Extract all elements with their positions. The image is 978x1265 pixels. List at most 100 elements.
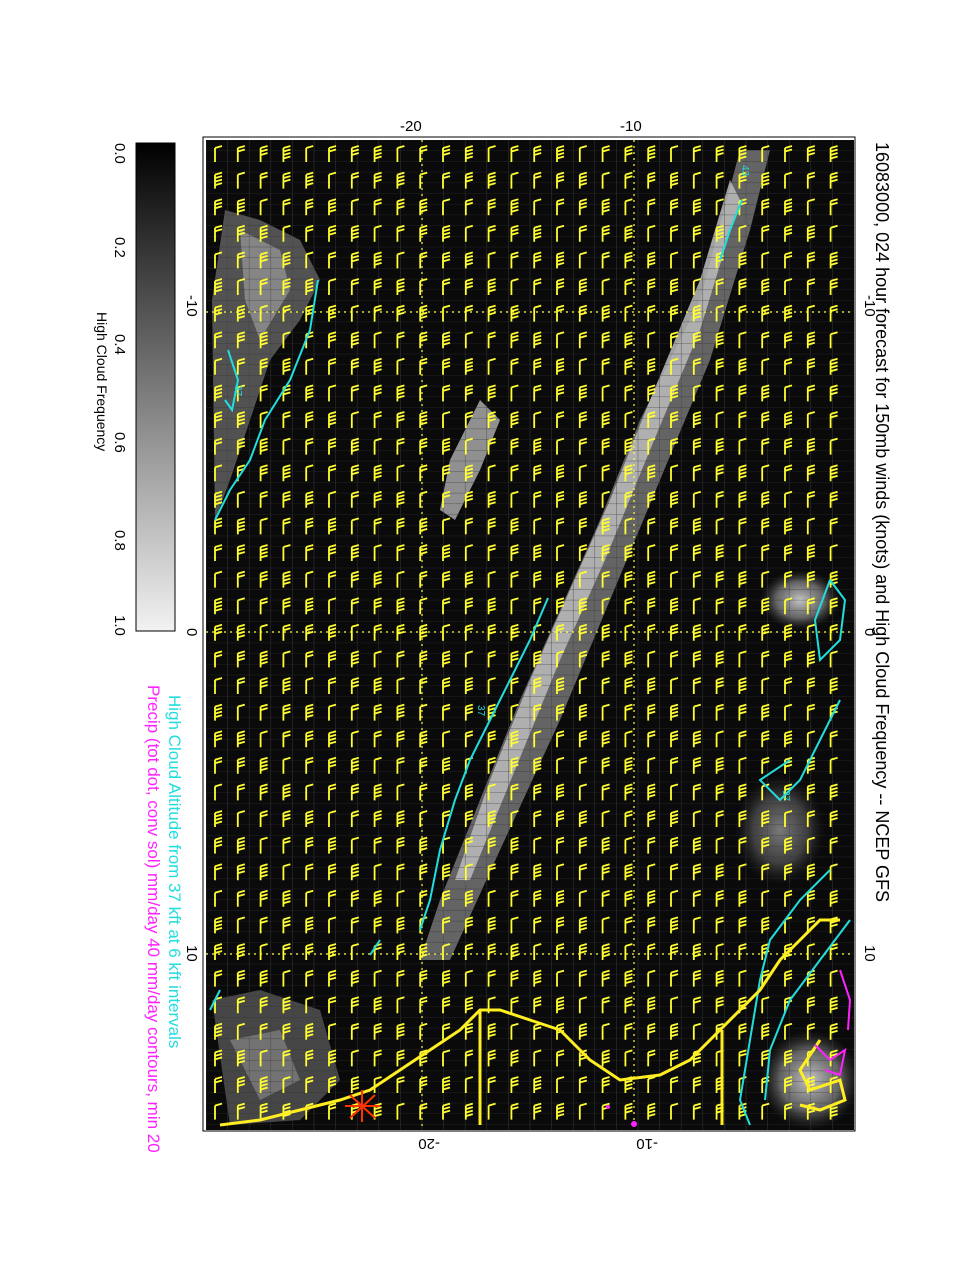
wind-barb [533,863,542,881]
wind-barb [373,198,382,216]
wind-barb [442,251,451,269]
wind-barb [487,384,496,402]
wind-barb [692,198,702,216]
wind-barb [259,171,268,189]
contour-labels: 43 37 37 37 [232,165,791,802]
wind-barb [715,171,724,189]
wind-barb [784,171,793,189]
wind-barb [510,437,519,455]
wind-barb [510,145,519,162]
wind-barb [510,969,519,987]
wind-barb [328,544,337,561]
wind-barb [259,969,268,987]
wind-barb [624,916,633,934]
wind-barb [214,863,223,881]
wind-barb [556,331,565,349]
wind-barb [647,278,656,295]
wind-barb [578,1076,588,1093]
wind-barb [510,810,519,827]
wind-barb [578,357,588,375]
wind-barb [510,278,519,295]
wind-barb [624,756,633,774]
wind-barb [282,224,291,242]
wind-barb [533,145,542,162]
wind-barb [533,996,542,1014]
wind-barb [670,1049,679,1067]
wind-barb [487,278,496,295]
wind-barb [487,1076,496,1093]
wind-barb [647,889,656,907]
wind-barb [282,943,291,960]
wind-barb [784,198,793,216]
wind-barb [715,650,724,668]
wind-barb [738,544,747,561]
wind-barb [715,730,724,748]
wind-barb [510,863,519,881]
wind-barb [396,703,405,721]
wind-barb [578,570,588,588]
wind-barb [305,490,314,508]
wind-barb [601,623,610,641]
wind-barb [533,677,542,694]
wind-barb [510,490,519,508]
wind-barb [373,278,382,295]
wind-barb [442,517,451,535]
wind-barb [487,836,496,854]
colorbar-gradient [135,142,176,632]
wind-barb [328,703,337,721]
wind-barb [715,677,724,694]
wind-barb [419,357,428,375]
wind-barb [761,730,770,748]
wind-barb [624,304,633,322]
wind-barb [761,278,770,295]
wind-barb [282,703,291,721]
wind-barb [373,1022,382,1040]
wind-barb [578,437,588,455]
wind-barb [761,1022,770,1040]
wind-barb [487,198,496,216]
wind-barb [259,517,268,535]
wind-barb [533,331,542,349]
wind-barb [784,411,793,428]
wind-barb [670,1076,679,1093]
wind-barb [670,357,679,375]
wind-barb [259,943,268,960]
wind-barb [692,570,702,588]
wind-barb [533,251,542,269]
wind-barb [533,783,542,801]
wind-barb [806,171,816,189]
wind-barb [601,1076,610,1093]
wind-barb [487,544,496,561]
wind-barb [350,996,360,1014]
wind-barb [692,517,702,535]
wind-barb [419,464,428,482]
wind-barb [624,836,633,854]
wind-barb [738,1049,747,1067]
wind-barb [556,730,565,748]
wind-barb [829,863,838,881]
wind-barb [487,437,496,455]
wind-barb [556,384,565,402]
wind-barb [350,650,360,668]
wind-barb [396,278,405,295]
wind-barb [214,251,223,269]
wind-barb [328,996,337,1014]
wind-barb [647,730,656,748]
wind-barb [806,464,816,482]
wind-barb [829,331,838,349]
wind-barb [670,437,679,455]
colorbar-tick: 1.0 [111,615,128,636]
wind-barb [373,171,382,189]
wind-barb [464,251,474,269]
wind-barb [259,1022,268,1040]
wind-barb [305,836,314,854]
wind-barb [578,490,588,508]
wind-barb [829,437,838,455]
wind-barb [692,889,702,907]
wind-barb [829,171,838,189]
wind-barb [670,464,679,482]
wind-barb [601,570,610,588]
wind-barb [829,597,838,615]
wind-barb [829,517,838,535]
wind-barb [738,570,747,588]
